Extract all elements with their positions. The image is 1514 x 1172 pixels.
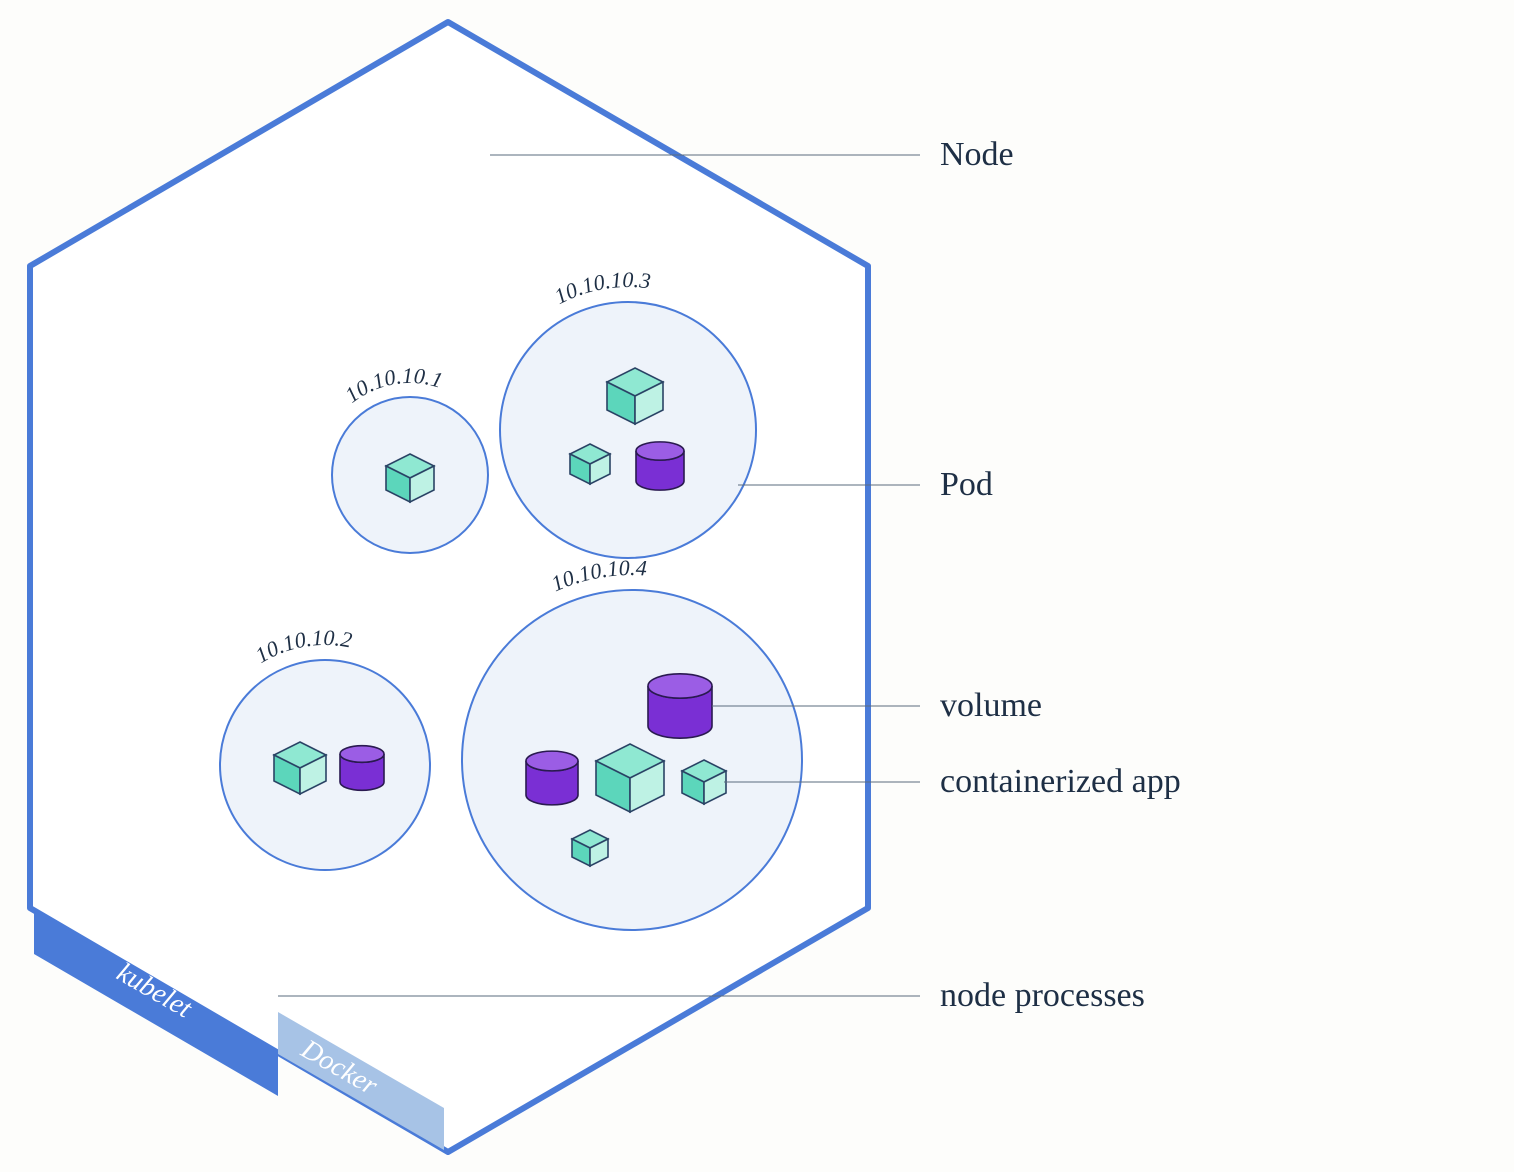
callout-label: Node	[940, 136, 1014, 173]
callout-label: containerized app	[940, 763, 1181, 800]
cylinder-top	[526, 751, 578, 771]
callout-label: Pod	[940, 466, 993, 503]
volume-icon	[648, 674, 712, 738]
callout-label: volume	[940, 687, 1042, 724]
volume-icon	[526, 751, 578, 805]
cylinder-top	[636, 442, 684, 460]
cylinder-top	[340, 746, 384, 763]
pod-circle	[500, 302, 756, 558]
volume-icon	[636, 442, 684, 490]
cylinder-top	[648, 674, 712, 698]
callout-label: node processes	[940, 977, 1145, 1014]
diagram-canvas: kubeletDocker10.10.10.110.10.10.210.10.1…	[0, 0, 1514, 1172]
volume-icon	[340, 746, 384, 791]
